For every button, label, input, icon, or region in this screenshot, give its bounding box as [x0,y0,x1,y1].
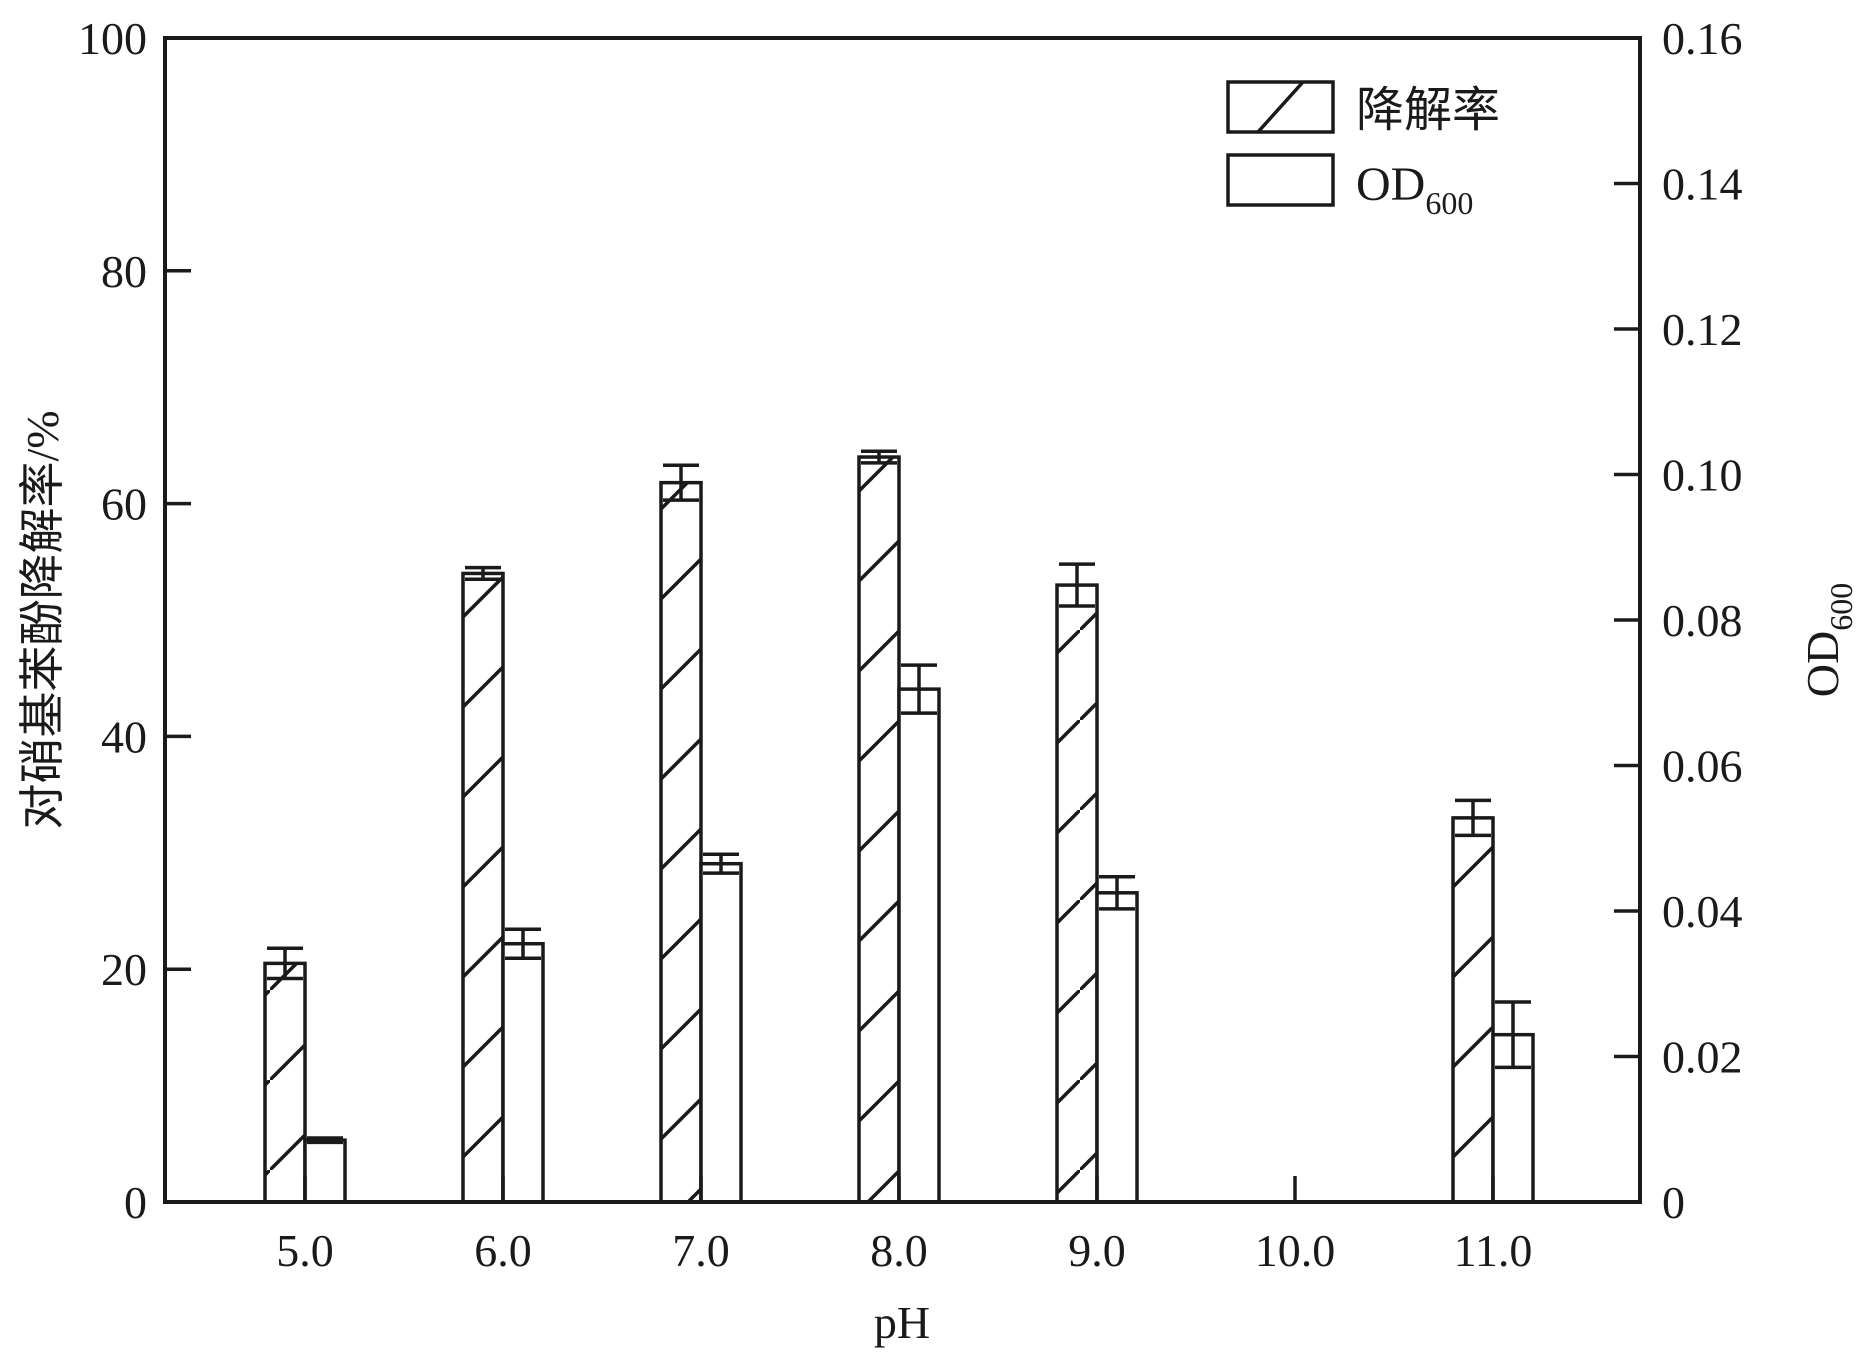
y-right-tick-label-0.16: 0.16 [1662,13,1743,64]
x-tick-label-11.0: 11.0 [1454,1225,1533,1276]
y-right-tick-label-0.12: 0.12 [1662,304,1743,355]
legend: 降解率 OD600 [1226,80,1500,221]
error-bar-degradation-9.0 [1059,562,1095,608]
y-right-tick-label-0.06: 0.06 [1662,741,1743,792]
x-axis-title: pH [874,1297,930,1348]
bar-degradation-5.0 [263,961,307,1204]
ticks-layer: 5.0 6.0 7.0 8.0 9.0 10.0 11.0 0 20 40 60 80 100 0 0.02… [78,13,1743,1276]
bar-degradation-9.0 [1055,583,1099,1204]
error-bar-od600-9.0 [1099,875,1135,911]
legend-hatch-stroke [1256,80,1305,134]
error-bar-degradation-5.0 [267,946,303,981]
legend-label-hatched: 降解率 [1356,84,1500,137]
y-left-tick-label-40: 40 [101,711,147,762]
y-left-tick-label-100: 100 [78,13,147,64]
error-bar-od600-8.0 [901,663,937,715]
y-right-tick-label-0.02: 0.02 [1662,1032,1743,1083]
bar-degradation-11.0 [1451,816,1495,1204]
legend-label-open-sub: 600 [1425,185,1473,221]
x-tick-label-9.0: 9.0 [1068,1225,1126,1276]
error-bar-od600-11.0 [1495,1000,1531,1070]
error-bar-degradation-8.0 [861,449,897,465]
x-tick-label-7.0: 7.0 [672,1225,730,1276]
y-left-tick-label-20: 20 [101,944,147,995]
y-axis-title-right-sub: 600 [1823,583,1859,631]
y-left-tick-label-60: 60 [101,479,147,530]
y-axis-title-right: OD600 [1797,583,1859,697]
error-bar-degradation-6.0 [465,565,501,582]
y-right-tick-label-0: 0 [1662,1177,1685,1228]
legend-label-open-main: OD [1356,158,1425,211]
y-right-tick-label-0.10: 0.10 [1662,450,1743,501]
y-left-tick-label-80: 80 [101,246,147,297]
x-tick-label-8.0: 8.0 [870,1225,928,1276]
legend-label-open: OD600 [1356,158,1473,221]
y-left-tick-label-0: 0 [124,1177,147,1228]
bar-od600-8.0 [897,687,941,1204]
bar-degradation-7.0 [659,480,703,1204]
error-bar-degradation-7.0 [663,463,699,502]
y-axis-title-left: 对硝基苯酚降解率/% [17,410,68,829]
bar-degradation-8.0 [857,455,901,1204]
y-axis-title-right-main: OD [1797,631,1848,697]
error-bars-layer [267,449,1531,1145]
bar-od600-6.0 [501,941,545,1204]
error-bar-od600-5.0 [307,1136,343,1145]
bar-od600-7.0 [699,861,743,1204]
y-right-tick-label-0.08: 0.08 [1662,595,1743,646]
bars-layer [263,455,1535,1204]
y-right-tick-label-0.14: 0.14 [1662,159,1743,210]
bar-degradation-6.0 [461,571,505,1204]
legend-swatch-open [1226,153,1335,207]
bar-od600-9.0 [1095,891,1139,1204]
y-right-tick-label-0.04: 0.04 [1662,886,1743,937]
error-bar-degradation-11.0 [1455,798,1491,838]
bar-od600-5.0 [303,1138,347,1204]
x-tick-label-10.0: 10.0 [1255,1225,1336,1276]
error-bar-od600-6.0 [505,927,541,961]
error-bar-od600-7.0 [703,852,739,875]
x-tick-label-5.0: 5.0 [276,1225,334,1276]
x-tick-label-6.0: 6.0 [474,1225,532,1276]
